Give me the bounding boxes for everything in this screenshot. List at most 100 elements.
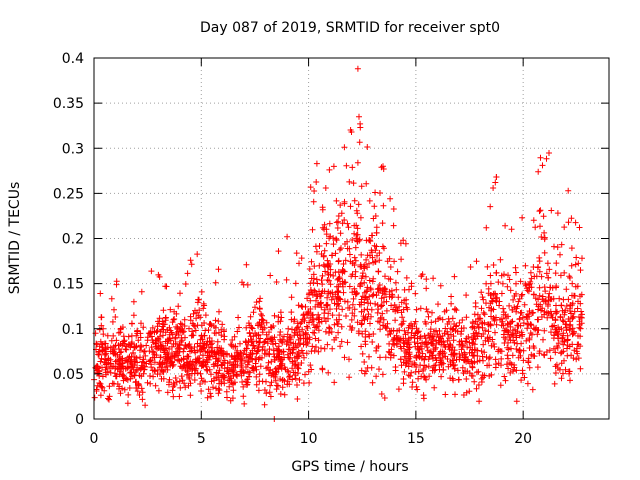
data-point	[134, 388, 141, 395]
data-point	[244, 281, 251, 288]
data-point	[241, 347, 248, 354]
data-point	[377, 326, 384, 333]
data-point	[363, 288, 370, 295]
data-point	[473, 329, 480, 336]
data-point	[116, 361, 123, 368]
data-point	[328, 329, 335, 335]
data-point	[357, 280, 364, 287]
data-point	[250, 309, 257, 316]
data-point	[256, 298, 263, 305]
data-point	[322, 185, 329, 191]
data-point	[223, 368, 230, 375]
data-point	[450, 361, 457, 368]
data-point	[491, 316, 498, 323]
data-point	[569, 331, 576, 338]
data-point	[425, 363, 432, 370]
data-point	[99, 364, 105, 371]
data-point	[452, 391, 458, 398]
data-point	[236, 324, 242, 331]
data-point	[186, 374, 193, 381]
data-point	[326, 166, 333, 173]
data-point	[547, 296, 554, 303]
data-point	[469, 364, 476, 371]
data-point	[358, 367, 365, 374]
data-point	[99, 341, 106, 348]
data-point	[553, 361, 560, 368]
data-point	[185, 353, 192, 360]
data-point	[334, 276, 341, 283]
data-point	[363, 368, 369, 375]
data-point	[266, 346, 273, 353]
data-point	[131, 344, 138, 351]
data-point	[359, 330, 366, 337]
data-point	[346, 356, 352, 363]
data-point	[155, 387, 162, 394]
data-point	[406, 341, 412, 348]
data-point	[194, 370, 201, 376]
data-point	[151, 351, 158, 358]
data-point	[352, 268, 359, 275]
data-point	[269, 369, 276, 376]
data-point	[326, 325, 333, 332]
data-point	[486, 373, 493, 379]
data-point	[369, 249, 375, 256]
data-point	[479, 353, 486, 360]
data-point	[200, 352, 206, 359]
data-point	[437, 359, 444, 366]
data-point	[120, 333, 127, 340]
data-point	[351, 285, 358, 292]
data-point	[378, 391, 385, 397]
data-point	[441, 330, 448, 337]
data-point	[247, 333, 254, 340]
data-point	[137, 347, 143, 354]
data-point	[472, 303, 479, 310]
data-point	[414, 343, 421, 350]
data-point	[514, 328, 521, 335]
data-point	[227, 359, 233, 365]
data-point	[351, 306, 358, 313]
data-point	[544, 260, 551, 267]
data-point	[364, 264, 371, 271]
data-point	[394, 268, 401, 275]
data-point	[315, 348, 322, 355]
data-point	[375, 306, 382, 313]
data-point	[139, 389, 146, 396]
data-point	[490, 290, 497, 297]
data-point	[452, 305, 459, 312]
data-point	[400, 376, 407, 382]
data-point	[277, 376, 284, 382]
data-point	[395, 294, 402, 301]
data-point	[346, 178, 353, 185]
data-point	[176, 378, 183, 385]
data-point	[281, 391, 288, 398]
data-point	[321, 345, 328, 352]
data-point	[306, 266, 313, 272]
data-point	[509, 331, 516, 338]
data-point	[99, 373, 106, 380]
data-point	[138, 343, 145, 350]
data-point	[187, 392, 194, 399]
data-point	[349, 310, 356, 317]
data-point	[411, 339, 418, 346]
data-point	[408, 369, 415, 376]
data-point	[177, 290, 183, 297]
data-point	[423, 376, 430, 383]
data-point	[104, 332, 111, 339]
data-point	[509, 352, 516, 359]
data-point	[567, 302, 574, 308]
data-point	[420, 367, 426, 374]
data-point	[418, 345, 425, 352]
data-point	[552, 349, 559, 356]
data-point	[396, 336, 403, 343]
data-point	[212, 279, 219, 286]
data-point	[248, 336, 255, 343]
data-point	[267, 393, 274, 400]
data-point	[261, 339, 268, 346]
data-point	[303, 339, 309, 345]
data-point	[123, 346, 130, 353]
data-point	[142, 402, 149, 409]
data-point	[277, 357, 284, 364]
data-point	[389, 293, 396, 299]
data-point	[373, 292, 380, 299]
